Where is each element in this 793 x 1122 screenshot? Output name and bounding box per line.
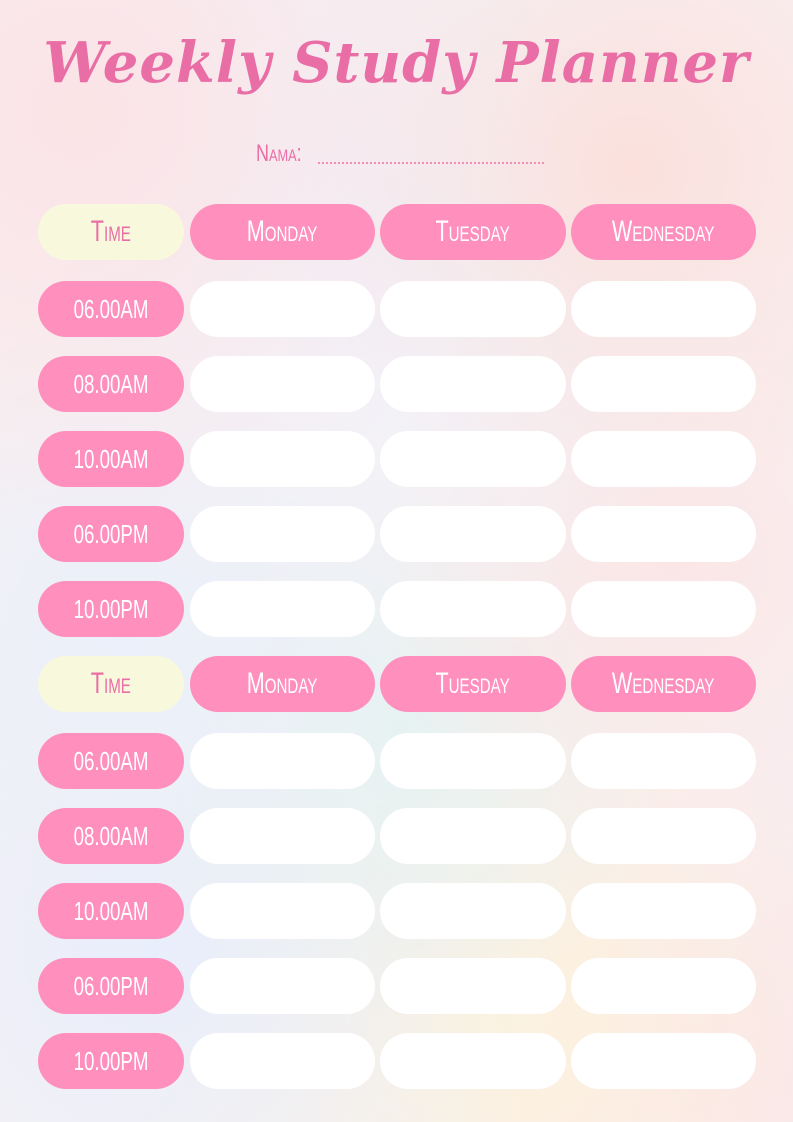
time-slot-label: 10.00PM	[38, 1033, 184, 1089]
schedule-cell[interactable]	[190, 808, 375, 864]
schedule-cell[interactable]	[380, 356, 566, 412]
name-field[interactable]	[318, 162, 544, 164]
time-slot-label: 06.00AM	[38, 281, 184, 337]
schedule-cell[interactable]	[190, 431, 375, 487]
cell-label: 10.00PM	[73, 593, 149, 624]
schedule-cell[interactable]	[571, 581, 756, 637]
cell-label: Tuesday	[435, 215, 511, 248]
schedule-cell[interactable]	[190, 1033, 375, 1089]
time-header: Time	[38, 204, 184, 260]
schedule-cell[interactable]	[571, 958, 756, 1014]
schedule-cell[interactable]	[380, 506, 566, 562]
schedule-cell[interactable]	[380, 1033, 566, 1089]
cell-label: Time	[90, 215, 132, 248]
schedule-cell[interactable]	[571, 281, 756, 337]
cell-label: 08.00AM	[73, 820, 149, 851]
time-slot-label: 08.00AM	[38, 356, 184, 412]
schedule-cell[interactable]	[190, 958, 375, 1014]
day-header-tuesday: Tuesday	[380, 656, 566, 712]
cell-label: Wednesday	[612, 215, 715, 248]
schedule-cell[interactable]	[190, 883, 375, 939]
schedule-cell[interactable]	[380, 808, 566, 864]
time-slot-label: 06.00PM	[38, 958, 184, 1014]
schedule-cell[interactable]	[571, 1033, 756, 1089]
schedule-cell[interactable]	[190, 281, 375, 337]
cell-label: 06.00AM	[73, 293, 149, 324]
cell-label: Monday	[247, 667, 318, 700]
page-title: Weekly Study Planner	[43, 30, 750, 96]
schedule-cell[interactable]	[571, 506, 756, 562]
time-slot-label: 08.00AM	[38, 808, 184, 864]
cell-label: 06.00PM	[73, 518, 149, 549]
schedule-cell[interactable]	[571, 431, 756, 487]
cell-label: 06.00PM	[73, 970, 149, 1001]
time-slot-label: 10.00AM	[38, 431, 184, 487]
schedule-cell[interactable]	[380, 431, 566, 487]
cell-label: 06.00AM	[73, 745, 149, 776]
time-slot-label: 06.00AM	[38, 733, 184, 789]
schedule-cell[interactable]	[190, 733, 375, 789]
cell-label: Time	[90, 667, 132, 700]
time-header: Time	[38, 656, 184, 712]
schedule-cell[interactable]	[380, 958, 566, 1014]
schedule-cell[interactable]	[190, 356, 375, 412]
schedule-cell[interactable]	[571, 808, 756, 864]
cell-label: 08.00AM	[73, 368, 149, 399]
schedule-cell[interactable]	[571, 883, 756, 939]
schedule-cell[interactable]	[571, 356, 756, 412]
name-label: Nama:	[256, 140, 302, 167]
schedule-cell[interactable]	[380, 581, 566, 637]
time-slot-label: 10.00PM	[38, 581, 184, 637]
cell-label: Wednesday	[612, 667, 715, 700]
day-header-tuesday: Tuesday	[380, 204, 566, 260]
day-header-monday: Monday	[190, 656, 375, 712]
schedule-cell[interactable]	[190, 506, 375, 562]
schedule-cell[interactable]	[380, 733, 566, 789]
schedule-cell[interactable]	[571, 733, 756, 789]
schedule-cell[interactable]	[380, 883, 566, 939]
cell-label: 10.00AM	[73, 443, 149, 474]
day-header-monday: Monday	[190, 204, 375, 260]
cell-label: Tuesday	[435, 667, 511, 700]
schedule-cell[interactable]	[190, 581, 375, 637]
time-slot-label: 10.00AM	[38, 883, 184, 939]
day-header-wednesday: Wednesday	[571, 656, 756, 712]
cell-label: 10.00PM	[73, 1045, 149, 1076]
time-slot-label: 06.00PM	[38, 506, 184, 562]
day-header-wednesday: Wednesday	[571, 204, 756, 260]
cell-label: 10.00AM	[73, 895, 149, 926]
schedule-cell[interactable]	[380, 281, 566, 337]
cell-label: Monday	[247, 215, 318, 248]
